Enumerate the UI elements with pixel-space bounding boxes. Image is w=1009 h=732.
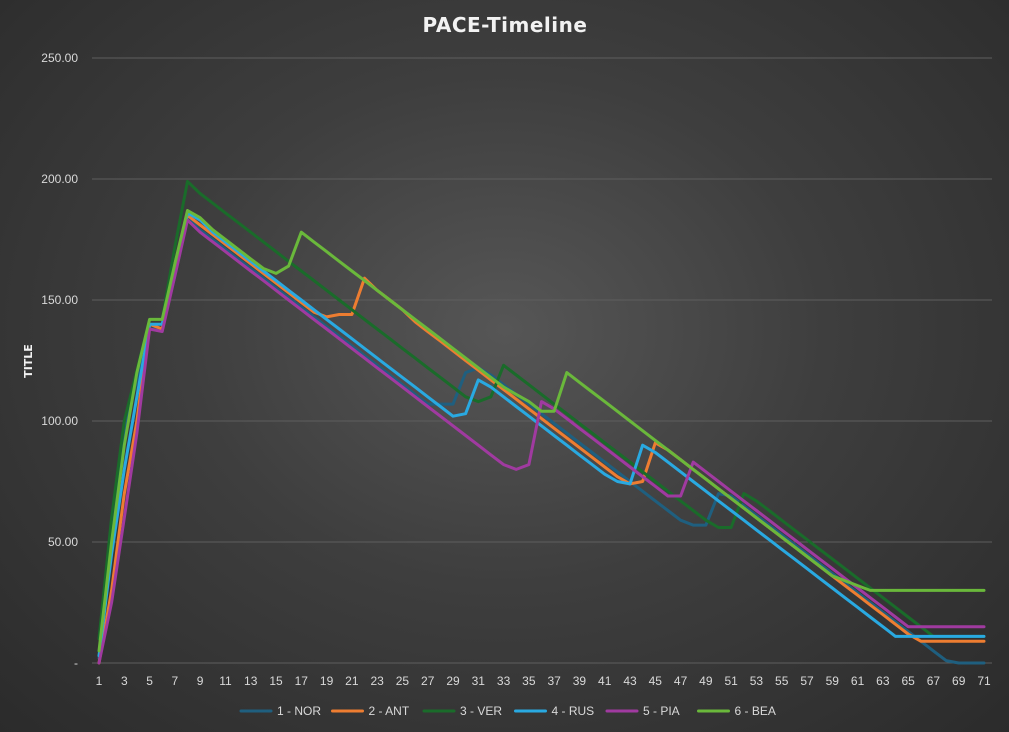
x-tick-label: 61 [851,674,865,688]
x-tick-label: 59 [826,674,840,688]
x-tick-label: 71 [977,674,991,688]
series-line [97,216,986,665]
y-tick-label: 150.00 [41,293,78,307]
grid [92,57,992,664]
x-tick-label: 65 [901,674,915,688]
x-tick-label: 21 [345,674,359,688]
x-tick-label: 41 [598,674,612,688]
x-tick-label: 31 [472,674,486,688]
x-axis-ticks: 1 3 5 7 9 11 13 15 17 19 21 23 25 27 29 31 33 35 37 39 41 43 4… [96,674,991,688]
chart-title: PACE-Timeline [423,13,588,37]
x-tick-label: 7 [172,674,179,688]
x-tick-label: 27 [421,674,435,688]
x-tick-label: 23 [370,674,384,688]
legend: 1 - NOR 2 - ANT 3 - VER 4 - RUS 5 - PIA 6 - B… [239,704,776,718]
legend-label: 6 - BEA [735,704,776,718]
series-line [97,218,986,665]
x-tick-label: 57 [800,674,814,688]
x-tick-label: 37 [547,674,561,688]
y-tick-label: 50.00 [48,535,78,549]
x-tick-label: 35 [522,674,536,688]
x-tick-label: 13 [244,674,258,688]
legend-label: 3 - VER [460,704,502,718]
x-tick-label: 1 [96,674,103,688]
y-tick-label: 250.00 [41,51,78,65]
x-tick-label: 55 [775,674,789,688]
x-tick-label: 15 [269,674,283,688]
legend-label: 1 - NOR [277,704,321,718]
x-tick-label: 47 [674,674,688,688]
x-tick-label: 9 [197,674,204,688]
x-tick-label: 43 [623,674,637,688]
x-tick-label: 53 [750,674,764,688]
series-lines [97,179,986,665]
x-tick-label: 25 [396,674,410,688]
series-line [97,213,986,665]
series-line [97,209,986,653]
x-tick-label: 3 [121,674,128,688]
y-axis-label: TITLE [22,344,35,378]
x-tick-label: 51 [724,674,738,688]
y-tick-label: 200.00 [41,172,78,186]
x-tick-label: 5 [146,674,153,688]
y-tick-label: - [74,656,78,670]
x-tick-label: 45 [649,674,663,688]
legend-label: 4 - RUS [552,704,595,718]
y-tick-label: 100.00 [41,414,78,428]
x-tick-label: 69 [952,674,966,688]
x-tick-label: 19 [320,674,334,688]
x-tick-label: 33 [497,674,511,688]
x-tick-label: 29 [446,674,460,688]
legend-label: 2 - ANT [369,704,410,718]
series-line [97,211,986,658]
x-tick-label: 11 [219,674,232,688]
x-tick-label: 63 [876,674,890,688]
series-line [97,179,986,641]
x-tick-label: 49 [699,674,713,688]
x-tick-label: 17 [295,674,309,688]
legend-label: 5 - PIA [643,704,680,718]
x-tick-label: 39 [573,674,587,688]
y-axis-ticks: - 50.00 100.00 150.00 200.00 250.00 [41,51,78,670]
x-tick-label: 67 [927,674,941,688]
